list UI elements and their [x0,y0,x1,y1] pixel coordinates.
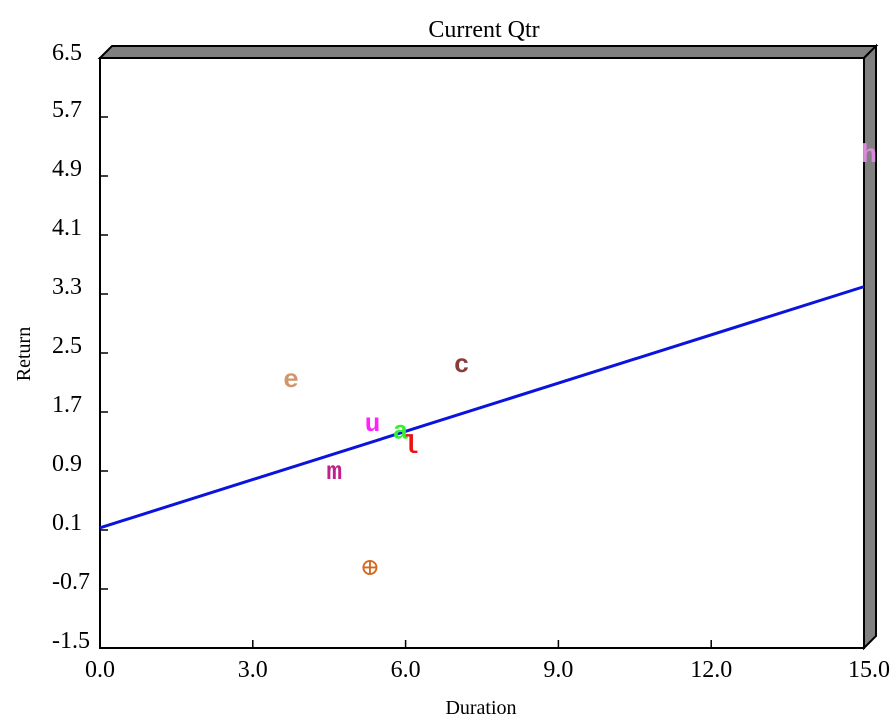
data-point-m: m [326,457,342,487]
x-tick-label: 3.0 [238,657,268,683]
x-axis-label: Duration [445,697,516,719]
x-axis-ticks: 0.0 3.0 6.0 9.0 12.0 15.0 [85,640,890,683]
plot-area [99,57,865,649]
data-point-circle-plus: ⊕ [360,555,380,581]
y-tick-label: 6.5 [52,40,82,66]
data-point-h: h [861,140,877,170]
data-point-u: u [365,409,381,439]
x-tick-label: 15.0 [848,657,890,683]
x-tick-label: 6.0 [391,657,421,683]
y-tick-label: 1.7 [52,392,82,418]
trendline [99,285,865,530]
x-tick-label: 0.0 [85,657,115,683]
data-point-c: c [454,350,470,380]
data-point-a: a [393,416,409,446]
y-tick-label: 0.1 [52,510,82,536]
y-tick-label: 0.9 [52,451,82,477]
x-tick-label: 12.0 [690,657,732,683]
frame-top-wall [97,45,879,59]
y-tick-label: 2.5 [52,333,82,359]
chart-title: Current Qtr [428,17,539,43]
data-points: e c u al m h ⊕ [283,140,877,581]
y-tick-label: 3.3 [52,274,82,300]
y-axis-ticks: 6.5 5.7 4.9 4.1 3.3 2.5 1.7 0.9 0.1 -0.7 -1.5 [52,40,108,654]
y-tick-label: -1.5 [52,628,90,654]
data-point-l: l [403,431,419,461]
y-tick-label: 5.7 [52,97,82,123]
trendline-layer [99,285,865,530]
y-tick-label: -0.7 [52,569,90,595]
x-tick-label: 9.0 [543,657,573,683]
frame-right-wall [863,43,877,651]
y-tick-label: 4.9 [52,156,82,182]
y-axis-label: Return [13,327,35,381]
data-point-e: e [283,365,299,395]
plot-frame [97,43,879,651]
y-tick-label: 4.1 [52,215,82,241]
